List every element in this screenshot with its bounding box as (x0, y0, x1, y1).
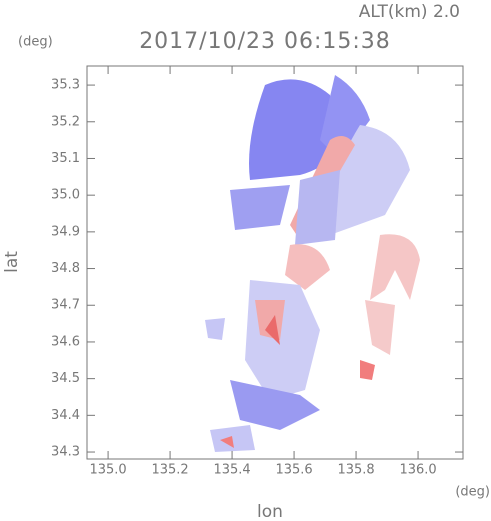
x-tick-label: 136.0 (399, 463, 436, 478)
x-tick-label: 135.6 (275, 463, 312, 478)
y-tick-label: 35.0 (51, 188, 80, 203)
subtitle: ALT(km) 2.0 (359, 2, 460, 22)
plot-frame (86, 65, 464, 460)
y-tick-label: 34.9 (51, 224, 80, 239)
x-tick-label: 135.0 (89, 463, 126, 478)
x-tick-label: 135.8 (337, 463, 374, 478)
y-tick-label: 34.6 (51, 334, 80, 349)
x-unit: (deg) (455, 485, 490, 500)
y-tick-label: 34.8 (51, 261, 80, 276)
y-tick-label: 34.4 (51, 408, 80, 423)
y-tick-label: 34.5 (51, 371, 80, 386)
y-tick-label: 35.3 (51, 78, 80, 93)
x-axis-label: lon (257, 502, 283, 521)
y-axis-label: lat (2, 251, 22, 273)
y-tick-label: 34.3 (51, 445, 80, 460)
y-unit: (deg) (18, 35, 53, 50)
y-tick-label: 34.7 (51, 298, 80, 313)
radar-field (205, 75, 420, 452)
chart-title: 2017/10/23 06:15:38 (139, 29, 391, 54)
y-tick-label: 35.1 (51, 151, 80, 166)
x-tick-label: 135.2 (151, 463, 188, 478)
x-tick-label: 135.4 (213, 463, 250, 478)
y-tick-label: 35.2 (51, 114, 80, 129)
